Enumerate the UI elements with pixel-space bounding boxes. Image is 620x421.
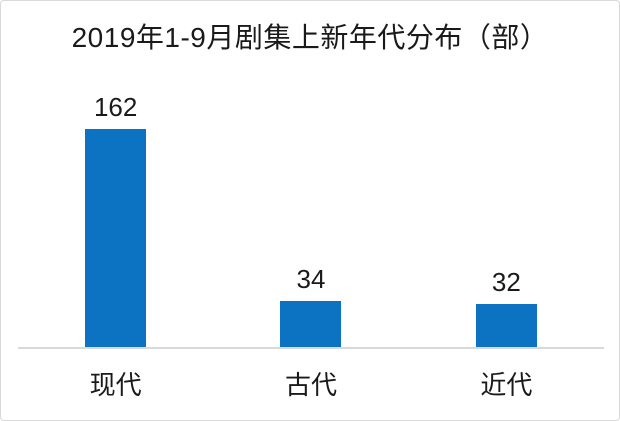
bar (85, 129, 147, 347)
bar-group: 162 (18, 94, 213, 347)
bar-group: 34 (213, 266, 408, 347)
bar-value-label: 34 (296, 264, 326, 294)
x-axis-label: 现代 (89, 370, 142, 400)
bar-value-label: 162 (93, 92, 138, 122)
chart-title: 2019年1-9月剧集上新年代分布（部） (71, 22, 549, 53)
x-axis-label: 近代 (480, 370, 533, 400)
bar (280, 301, 342, 347)
x-axis-label: 古代 (284, 370, 337, 400)
plot-area: 162 34 32 (18, 55, 604, 349)
bar-value-label: 32 (491, 267, 521, 297)
bar-group: 32 (409, 269, 604, 347)
bar (475, 304, 537, 347)
x-axis-labels: 现代 古代 近代 (18, 349, 604, 401)
